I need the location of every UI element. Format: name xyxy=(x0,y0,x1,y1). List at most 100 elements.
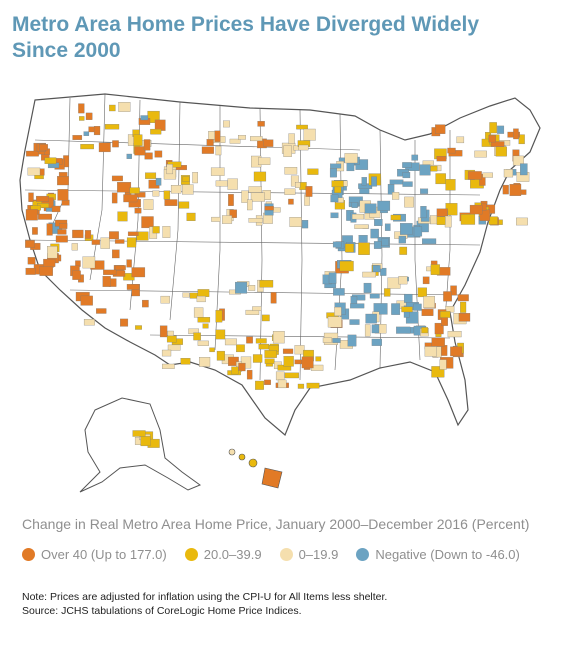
metro-area xyxy=(83,319,95,326)
metro-area xyxy=(398,235,406,244)
metro-area xyxy=(202,323,209,329)
metro-area xyxy=(80,295,93,306)
metro-area xyxy=(264,379,271,385)
legend-swatch-0-to-20 xyxy=(279,547,293,561)
metro-area xyxy=(25,209,38,221)
metro-area xyxy=(422,276,430,285)
metro-area xyxy=(38,213,52,220)
metro-area xyxy=(235,281,248,294)
metro-area xyxy=(236,344,245,353)
metro-area xyxy=(180,358,191,365)
metro-area xyxy=(112,140,119,148)
metro-area xyxy=(127,231,139,236)
metro-area xyxy=(222,215,233,224)
metro-area xyxy=(301,356,314,369)
legend-item-over-40: Over 40 (Up to 177.0) xyxy=(22,547,167,562)
metro-area xyxy=(490,141,505,147)
metro-area xyxy=(211,216,221,222)
metro-area xyxy=(182,176,190,182)
metro-area xyxy=(215,329,226,340)
metro-area xyxy=(305,186,313,197)
metro-area xyxy=(246,336,253,344)
metro-area xyxy=(331,180,344,188)
metro-area xyxy=(161,349,172,357)
metro-area xyxy=(295,182,301,188)
legend-item-0-to-20: 0–19.9 xyxy=(279,547,338,562)
metro-area xyxy=(72,229,84,239)
metro-area xyxy=(57,189,69,201)
metro-area xyxy=(154,150,163,158)
metro-area xyxy=(270,292,277,304)
metro-area xyxy=(55,235,68,243)
metro-area xyxy=(419,164,431,176)
metro-area xyxy=(223,120,230,128)
metro-area xyxy=(57,229,67,235)
metro-area xyxy=(248,186,262,193)
metro-area xyxy=(489,122,497,134)
metro-area xyxy=(370,228,379,239)
page-title: Metro Area Home Prices Have Diverged Wid… xyxy=(12,12,552,64)
metro-area xyxy=(430,264,440,275)
legend-item-20-to-40: 20.0–39.9 xyxy=(184,547,262,562)
metro-area xyxy=(488,135,496,143)
metro-area xyxy=(57,176,69,186)
metro-area xyxy=(100,237,110,249)
legend-label-negative: Negative (Down to -46.0) xyxy=(375,546,520,562)
metro-area xyxy=(250,136,263,142)
metro-area xyxy=(450,285,457,296)
metro-area xyxy=(155,177,162,186)
metro-area xyxy=(391,303,401,315)
metro-area xyxy=(402,172,411,179)
metro-area xyxy=(417,287,427,298)
metro-area xyxy=(112,249,120,259)
metro-area xyxy=(227,178,238,190)
metro-area xyxy=(27,167,41,176)
metro-area xyxy=(163,190,171,200)
metro-area xyxy=(47,246,58,259)
metro-area xyxy=(91,239,101,245)
metro-area xyxy=(224,338,237,346)
metro-area xyxy=(371,176,377,187)
metro-area xyxy=(284,188,296,195)
source-text: Source: JCHS tabulations of CoreLogic Ho… xyxy=(22,605,302,617)
metro-area xyxy=(252,306,262,311)
metro-area xyxy=(114,265,126,271)
metro-area xyxy=(111,175,123,182)
metro-area xyxy=(447,147,456,154)
metro-area xyxy=(450,346,463,357)
metro-area xyxy=(196,295,206,303)
title-line-1: Metro Area Home Prices Have Diverged Wid… xyxy=(12,13,480,36)
metro-area xyxy=(467,171,482,180)
metro-area xyxy=(25,267,36,275)
metro-area xyxy=(447,331,462,338)
metro-area xyxy=(297,383,305,389)
metro-area xyxy=(351,202,358,208)
metro-area xyxy=(307,168,319,175)
metro-area xyxy=(364,203,377,214)
metro-area xyxy=(143,199,154,210)
metro-area xyxy=(72,135,83,140)
metro-area xyxy=(503,169,514,178)
metro-area xyxy=(354,224,369,229)
metro-area xyxy=(315,356,322,362)
metro-area xyxy=(469,204,483,215)
metro-area xyxy=(411,154,419,161)
metro-area xyxy=(85,112,93,120)
metro-area xyxy=(136,231,149,241)
us-metro-map xyxy=(19,93,541,493)
metro-area xyxy=(166,164,173,175)
metro-area xyxy=(301,220,309,229)
metro-area xyxy=(272,331,285,344)
metro-area xyxy=(495,146,507,157)
metro-area xyxy=(61,199,70,206)
metro-area xyxy=(431,337,445,347)
metro-area xyxy=(435,124,446,134)
metro-area xyxy=(258,343,270,350)
metro-area xyxy=(114,239,125,244)
metro-area xyxy=(258,157,271,165)
metro-area xyxy=(400,223,413,235)
metro-area xyxy=(98,142,111,153)
metro-area xyxy=(371,338,382,346)
metro-area xyxy=(430,165,438,172)
hawaii-islands xyxy=(228,448,283,489)
